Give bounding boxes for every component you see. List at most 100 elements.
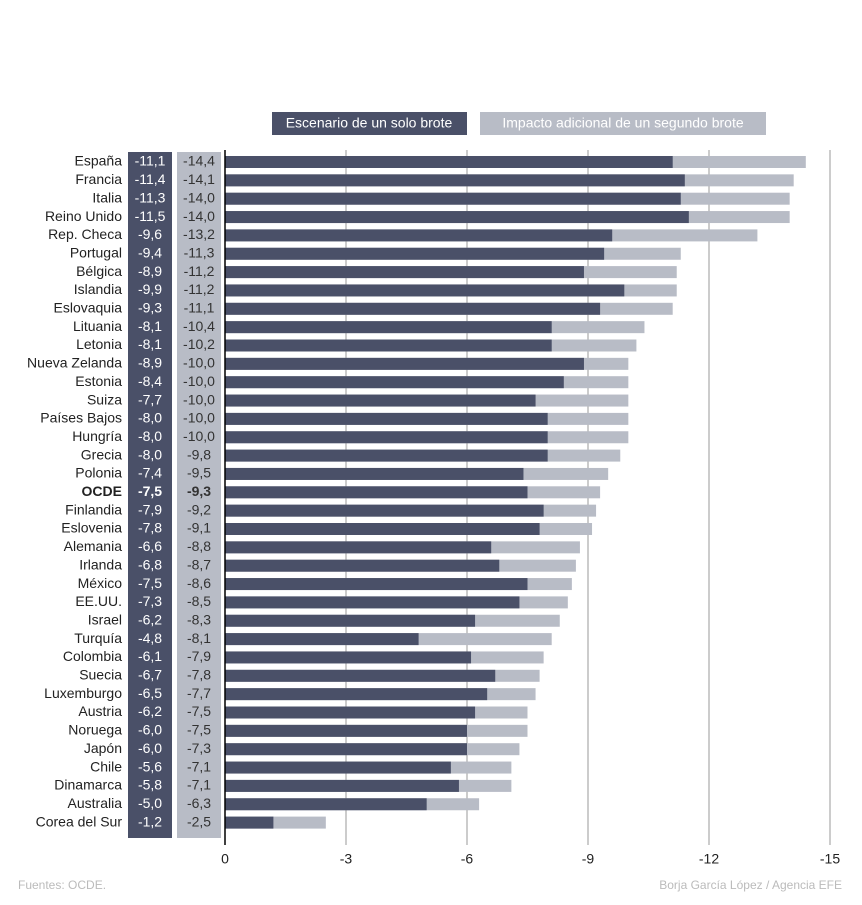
value-label: -7,9 (187, 648, 211, 664)
x-tick-label: -6 (461, 851, 474, 867)
bar (225, 376, 564, 389)
value-column-dark (128, 152, 172, 838)
value-label: -7,1 (187, 777, 211, 793)
bar (225, 779, 459, 792)
bar (225, 541, 492, 554)
bar (225, 651, 472, 664)
bar (225, 486, 528, 499)
value-label: -8,8 (187, 538, 211, 554)
y-tick-label: Estonia (75, 373, 122, 389)
y-tick-label: Eslovaquia (54, 300, 123, 316)
x-tick-label: -9 (582, 851, 595, 867)
y-tick-label: Portugal (70, 244, 122, 260)
value-label: -6,6 (138, 538, 162, 554)
bar (225, 743, 467, 756)
value-label: -8,9 (138, 355, 162, 371)
value-label: -8,0 (138, 446, 162, 462)
value-label: -9,4 (138, 244, 162, 260)
y-tick-label: Suiza (87, 391, 122, 407)
value-label: -10,0 (183, 428, 215, 444)
value-label: -9,3 (187, 483, 211, 499)
bar (225, 596, 520, 609)
bar (225, 412, 548, 425)
value-label: -5,6 (138, 758, 162, 774)
value-label: -8,4 (138, 373, 162, 389)
value-label: -7,1 (187, 758, 211, 774)
value-label: -7,3 (187, 740, 211, 756)
value-label: -11,3 (135, 189, 166, 205)
y-tick-label: Rep. Checa (48, 226, 122, 242)
y-tick-label: Hungría (72, 428, 122, 444)
bar (225, 302, 601, 315)
value-label: -10,0 (183, 391, 215, 407)
bar (225, 266, 584, 279)
y-tick-label: Colombia (63, 648, 122, 664)
bar (225, 247, 605, 260)
y-tick-label: Turquía (74, 630, 122, 646)
value-label: -14,1 (183, 171, 215, 187)
y-tick-label: Suecia (79, 667, 122, 683)
bar (225, 614, 476, 627)
value-label: -7,5 (138, 483, 162, 499)
x-tick-label: -3 (340, 851, 353, 867)
value-label: -7,7 (187, 685, 211, 701)
y-tick-label: Polonia (75, 465, 122, 481)
bar (225, 669, 496, 682)
value-label: -7,3 (138, 593, 162, 609)
bar (225, 284, 625, 297)
value-label: -14,0 (183, 208, 215, 224)
value-label: -11,4 (135, 171, 166, 187)
value-label: -10,4 (183, 318, 215, 334)
value-label: -7,9 (138, 501, 162, 517)
bar (225, 559, 500, 572)
legend-swatch (480, 112, 766, 135)
y-tick-label: Lituania (73, 318, 122, 334)
bar (225, 724, 467, 737)
y-tick-label: Chile (90, 758, 122, 774)
value-label: -8,9 (138, 263, 162, 279)
value-label: -11,1 (135, 153, 166, 169)
y-tick-label: Países Bajos (40, 410, 122, 426)
bar (225, 688, 488, 701)
bar (225, 192, 681, 205)
value-label: -6,5 (138, 685, 162, 701)
value-label: -8,6 (187, 575, 211, 591)
value-label: -10,0 (183, 410, 215, 426)
bar (225, 816, 274, 829)
legend-label: Impacto adicional de un segundo brote (502, 115, 743, 131)
x-tick-label: -12 (699, 851, 719, 867)
y-tick-label: EE.UU. (75, 593, 122, 609)
bar (225, 467, 524, 480)
y-tick-label: Alemania (64, 538, 123, 554)
value-label: -9,9 (138, 281, 162, 297)
value-label: -14,0 (183, 189, 215, 205)
bar (225, 504, 544, 517)
value-label: -8,7 (187, 556, 211, 572)
value-label: -14,4 (183, 153, 215, 169)
value-label: -10,2 (183, 336, 215, 352)
value-column-light (177, 152, 221, 838)
value-label: -8,1 (138, 336, 162, 352)
value-label: -8,0 (138, 428, 162, 444)
bar (225, 339, 552, 352)
y-tick-label: Islandia (74, 281, 122, 297)
value-label: -7,7 (138, 391, 162, 407)
y-tick-label: Letonia (76, 336, 122, 352)
value-label: -11,2 (184, 281, 215, 297)
bar (225, 523, 540, 535)
y-tick-label: Israel (88, 611, 122, 627)
value-label: -7,8 (187, 667, 211, 683)
value-label: -8,3 (187, 611, 211, 627)
bar (225, 211, 689, 224)
y-tick-label: Eslovenia (61, 520, 122, 536)
value-label: -6,7 (138, 667, 162, 683)
value-label: -11,3 (184, 244, 215, 260)
value-label: -9,6 (138, 226, 162, 242)
y-tick-label: Reino Unido (45, 208, 122, 224)
value-label: -11,5 (135, 208, 166, 224)
value-label: -5,0 (138, 795, 162, 811)
legend-swatch (272, 112, 467, 135)
value-label: -8,1 (138, 318, 162, 334)
value-label: -7,4 (138, 465, 162, 481)
